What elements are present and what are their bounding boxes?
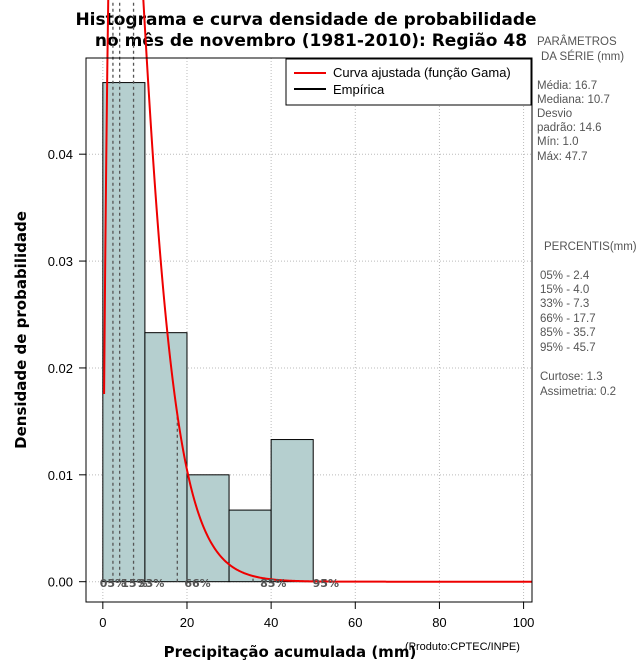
plot-frame: [85, 57, 533, 603]
side-panel: PARÂMETROS DA SÉRIE (mm) Média: 16.7 Med…: [537, 35, 637, 398]
percentil-66: 66% - 17.7: [540, 313, 596, 325]
y-tick-label-4: 0.04: [48, 147, 73, 162]
histogram-bar-4: [270, 439, 314, 583]
legend-box: [285, 58, 532, 106]
y-tick-label-1: 0.01: [48, 468, 73, 483]
percentile-label-1: 15%: [121, 577, 147, 590]
chart-title-line-2: no mês de novembro (1981-2010): Região 4…: [95, 31, 527, 51]
y-axis: 0.00 0.01 0.02 0.03 0.04: [48, 147, 86, 590]
param-min: Mín: 1.0: [537, 136, 579, 148]
x-tick-label-1: 20: [180, 615, 194, 630]
x-tick-label-4: 80: [432, 615, 446, 630]
param-max: Máx: 47.7: [537, 151, 588, 163]
gamma-curve: [103, 0, 532, 583]
percentile-label-0: 05%: [100, 577, 126, 590]
x-axis: 0 20 40 60 80 100: [99, 602, 534, 630]
histogram-bar-0: [102, 82, 146, 583]
percentile-labels: 05%15%33% 66% 85% 95%: [100, 577, 339, 590]
histogram-bars: [102, 82, 314, 583]
percentil-95: 95% - 45.7: [540, 342, 596, 354]
param-median: Mediana: 10.7: [537, 94, 610, 106]
percentil-85: 85% - 35.7: [540, 327, 596, 339]
y-axis-label: Densidade de probabilidade: [12, 211, 30, 449]
histogram-bar-2: [186, 474, 230, 583]
param-std: padrão: 14.6: [537, 122, 602, 134]
percentile-label-2: 33%: [138, 577, 164, 590]
x-axis-label: Precipitação acumulada (mm): [164, 643, 417, 660]
param-mean: Média: 16.7: [537, 80, 597, 92]
x-tick-label-3: 60: [348, 615, 362, 630]
param-desvio: Desvio: [537, 108, 572, 120]
percentile-label-3: 66%: [184, 577, 210, 590]
percentil-05: 05% - 2.4: [540, 270, 590, 282]
curtose: Curtose: 1.3: [540, 371, 603, 383]
product-credit: (Produto:CPTEC/INPE): [405, 641, 520, 653]
params-heading-1: PARÂMETROS: [537, 35, 617, 48]
percentile-label-5: 95%: [313, 577, 339, 590]
percentil-15: 15% - 4.0: [540, 284, 589, 296]
percentile-label-4: 85%: [260, 577, 286, 590]
legend: Curva ajustada (função Gama) Empírica: [285, 58, 532, 106]
x-tick-label-0: 0: [99, 615, 106, 630]
histogram-bar-1: [144, 332, 188, 583]
y-tick-label-2: 0.02: [48, 361, 73, 376]
chart-title-line-1: Histograma e curva densidade de probabil…: [75, 10, 536, 30]
y-tick-label-0: 0.00: [48, 575, 73, 590]
x-tick-label-2: 40: [264, 615, 278, 630]
percentil-33: 33% - 7.3: [540, 298, 589, 310]
x-tick-label-5: 100: [513, 615, 535, 630]
params-heading-2: DA SÉRIE (mm): [541, 50, 624, 63]
assimetria: Assimetria: 0.2: [540, 386, 616, 398]
histogram-bar-3: [228, 509, 272, 583]
y-tick-label-3: 0.03: [48, 254, 73, 269]
legend-label-empirical: Empírica: [333, 82, 385, 97]
legend-label-fitted: Curva ajustada (função Gama): [333, 65, 511, 80]
percentis-heading: PERCENTIS(mm): [544, 241, 637, 253]
